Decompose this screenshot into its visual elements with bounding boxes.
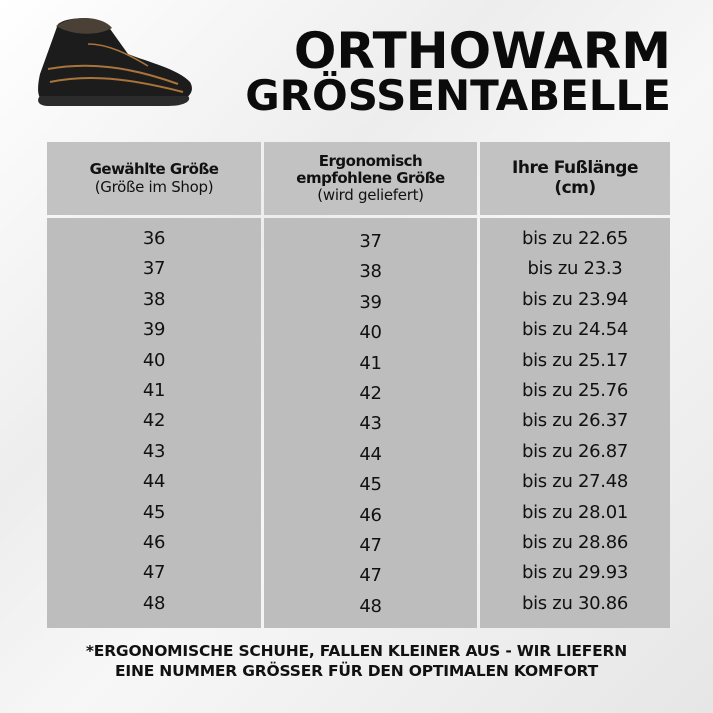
table-cell-recommended: 38 [359,261,382,283]
table-cell-recommended: 47 [359,565,382,587]
table-cell-foot-length: bis zu 28.86 [521,532,629,553]
table-cell-chosen: 42 [142,410,166,432]
column-foot-length: Ihre Fußlänge (cm) bis zu 22.65 bis zu 23… [480,142,670,628]
table-cell-chosen: 41 [142,380,166,401]
table-cell-recommended: 45 [359,474,382,496]
table-cell-recommended: 37 [359,231,382,252]
winter-boot-image [38,17,192,106]
table-cell-foot-length: bis zu 24.54 [521,319,629,341]
table-cell-chosen: 37 [142,258,166,280]
table-cell-recommended: 46 [359,504,382,526]
header-foot-length: Ihre Fußlänge (cm) [480,142,670,215]
footnote-line-2: EINE NUMMER GRÖSSER FÜR DEN OPTIMALEN KO… [115,662,598,680]
column-body: bis zu 22.65 bis zu 23.3 bis zu 23.94 bis z… [480,218,670,628]
table-cell-chosen: 45 [142,501,166,523]
table-cell-chosen: 44 [142,471,166,493]
table-cell-recommended: 41 [359,352,382,374]
table-cell-foot-length: bis zu 27.48 [521,471,629,493]
table-cell-foot-length: bis zu 26.87 [521,440,629,462]
table-cell-foot-length: bis zu 23.3 [527,258,623,280]
table-cell-chosen: 46 [142,532,166,553]
table-cell-recommended: 43 [359,413,382,435]
table-cell-foot-length: bis zu 30.86 [521,592,629,614]
brand-title: ORTHOWARM [293,22,671,80]
header-label: Ihre Fußlänge [512,157,638,178]
table-cell-recommended: 39 [359,291,382,313]
column-body: 36 37 38 39 40 41 42 43 44 45 46 47 48 [47,218,261,628]
table-cell-foot-length: bis zu 29.93 [521,562,629,584]
table-cell-chosen: 47 [142,562,166,584]
table-cell-chosen: 48 [142,592,166,614]
column-chosen-size: Gewählte Größe (Größe im Shop) 36 37 38 39 4… [47,142,261,628]
header-sublabel: (Größe im Shop) [94,177,214,196]
table-cell-foot-length: bis zu 28.01 [521,501,629,523]
table-cell-foot-length: bis zu 25.17 [521,349,629,371]
table-cell-recommended: 48 [359,595,382,617]
table-cell-foot-length: bis zu 23.94 [521,288,629,310]
table-cell-chosen: 39 [142,319,166,341]
header-sublabel: (wird geliefert) [317,186,424,205]
column-body: 37 38 39 40 41 42 43 44 45 46 47 47 48 [264,218,477,628]
header-label: Ergonomisch empfohlene Größe [296,151,445,187]
header-unit: (cm) [554,177,596,198]
table-cell-recommended: 40 [359,322,382,344]
footnote-line-1: *ERGONOMISCHE SCHUHE, FALLEN KLEINER AUS… [85,642,628,660]
table-cell-chosen: 40 [142,349,166,371]
table-cell-foot-length: bis zu 26.37 [521,410,629,432]
table-cell-recommended: 44 [359,443,382,465]
table-cell-recommended: 47 [359,535,382,556]
header-label: Gewählte Größe [89,160,219,179]
header-recommended-size: Ergonomisch empfohlene Größe (wird gelie… [264,142,477,215]
header-chosen-size: Gewählte Größe (Größe im Shop) [47,142,261,215]
table-cell-chosen: 36 [142,228,166,249]
size-table: Gewählte Größe (Größe im Shop) 36 37 38 39 4… [47,142,670,628]
table-cell-chosen: 43 [142,440,166,462]
table-cell-chosen: 38 [142,288,166,310]
page-title: GRÖSSENTABELLE [245,71,671,120]
column-recommended-size: Ergonomisch empfohlene Größe (wird gelie… [264,142,477,628]
table-cell-recommended: 42 [359,383,382,404]
table-cell-foot-length: bis zu 25.76 [521,380,629,401]
table-cell-foot-length: bis zu 22.65 [521,228,629,249]
